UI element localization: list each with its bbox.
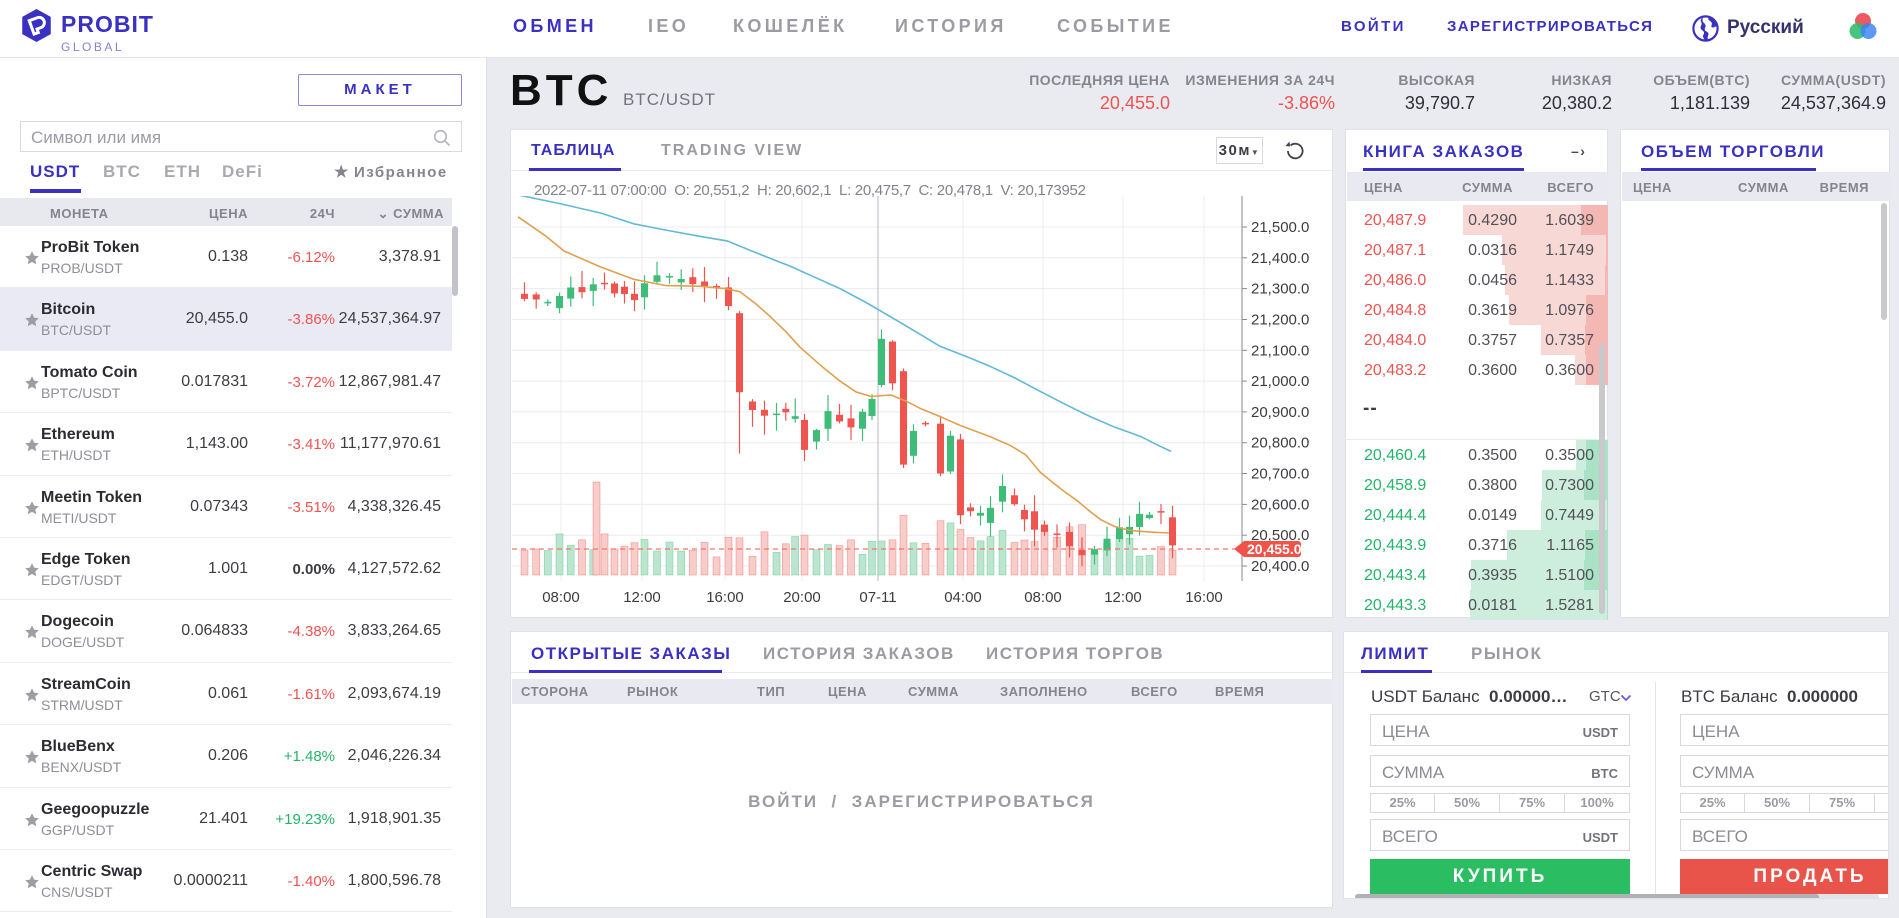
svg-text:08:00: 08:00: [1024, 589, 1062, 606]
svg-text:20,800.0: 20,800.0: [1251, 435, 1309, 452]
svg-text:08:00: 08:00: [542, 589, 580, 606]
svg-text:12:00: 12:00: [623, 589, 661, 606]
svg-text:21,100.0: 21,100.0: [1251, 342, 1309, 359]
svg-text:20:00: 20:00: [783, 589, 821, 606]
svg-text:20,600.0: 20,600.0: [1251, 496, 1309, 513]
svg-text:16:00: 16:00: [706, 589, 744, 606]
svg-text:21,300.0: 21,300.0: [1251, 281, 1309, 298]
svg-text:20,500.0: 20,500.0: [1251, 527, 1309, 544]
svg-text:20,400.0: 20,400.0: [1251, 558, 1309, 575]
svg-text:20,455.0: 20,455.0: [1247, 541, 1302, 557]
svg-text:16:00: 16:00: [1185, 589, 1223, 606]
svg-text:20,900.0: 20,900.0: [1251, 404, 1309, 421]
svg-text:04:00: 04:00: [944, 589, 982, 606]
svg-text:12:00: 12:00: [1104, 589, 1142, 606]
svg-text:21,000.0: 21,000.0: [1251, 373, 1309, 390]
svg-text:21,400.0: 21,400.0: [1251, 250, 1309, 267]
svg-text:21,500.0: 21,500.0: [1251, 219, 1309, 236]
svg-text:20,700.0: 20,700.0: [1251, 466, 1309, 483]
svg-text:21,200.0: 21,200.0: [1251, 312, 1309, 329]
svg-text:07-11: 07-11: [859, 589, 896, 606]
